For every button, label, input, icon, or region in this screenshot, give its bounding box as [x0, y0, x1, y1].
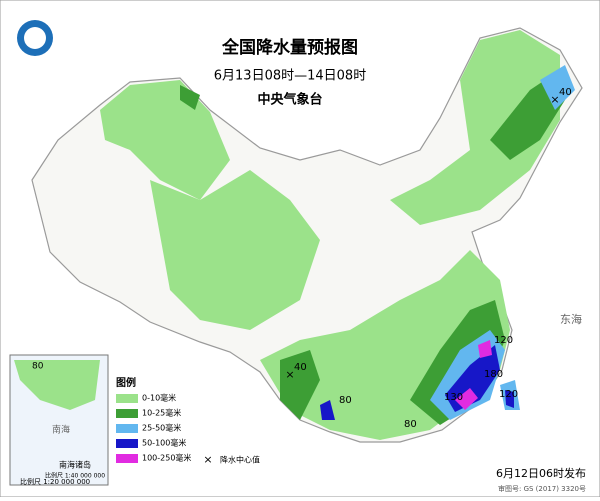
legend-center-symbol: × [203, 453, 212, 466]
legend-swatch [116, 394, 138, 403]
legend-center-label: 降水中心值 [220, 455, 260, 465]
center-label: 40 [559, 87, 572, 98]
legend-swatch [116, 424, 138, 433]
title: 全国降水量预报图 [221, 37, 358, 58]
inset-sea: 南海 [52, 424, 70, 436]
period: 6月13日08时—14日08时 [214, 69, 366, 84]
center-label: 80 [404, 419, 417, 430]
legend-label: 25-50毫米 [142, 423, 181, 433]
legend-swatch [116, 439, 138, 448]
rain-50-100 [320, 345, 514, 420]
inset-land [14, 360, 100, 410]
center-label: 40 [294, 362, 307, 373]
center-mark: × [285, 368, 294, 381]
inset-scale: 比例尺 1:40 000 000 [45, 472, 105, 480]
legend-swatch [116, 409, 138, 418]
rain-100-250 [455, 340, 492, 410]
sea-label: 东海 [560, 312, 582, 326]
legend-swatch [116, 454, 138, 463]
map-scale: 比例尺 1:20 000 000 [20, 477, 90, 486]
logo-inner [24, 27, 46, 49]
legend-label: 100-250毫米 [142, 453, 191, 463]
center-mark: × [550, 93, 559, 106]
issued: 6月12日06时发布 [496, 466, 586, 480]
issuer: 中央气象台 [257, 92, 322, 108]
center-label: 120 [499, 389, 518, 400]
center-label: 180 [484, 369, 503, 380]
legend: 图例 [116, 376, 136, 389]
center-label: 120 [494, 335, 513, 346]
legend-label: 50-100毫米 [142, 438, 186, 448]
inset-title: 南海诸岛 [59, 460, 91, 470]
center-label: 80 [339, 395, 352, 406]
legend-label: 0-10毫米 [142, 393, 176, 403]
center-label: 130 [444, 392, 463, 403]
legend-label: 10-25毫米 [142, 408, 181, 418]
inset-value: 80 [32, 362, 44, 372]
legend-title: 图例 [116, 376, 136, 389]
review-number: 审图号: GS (2017) 3320号 [498, 484, 586, 493]
inset: 80 南海 南海诸岛 比例尺 1:40 000 000 [9, 354, 109, 486]
